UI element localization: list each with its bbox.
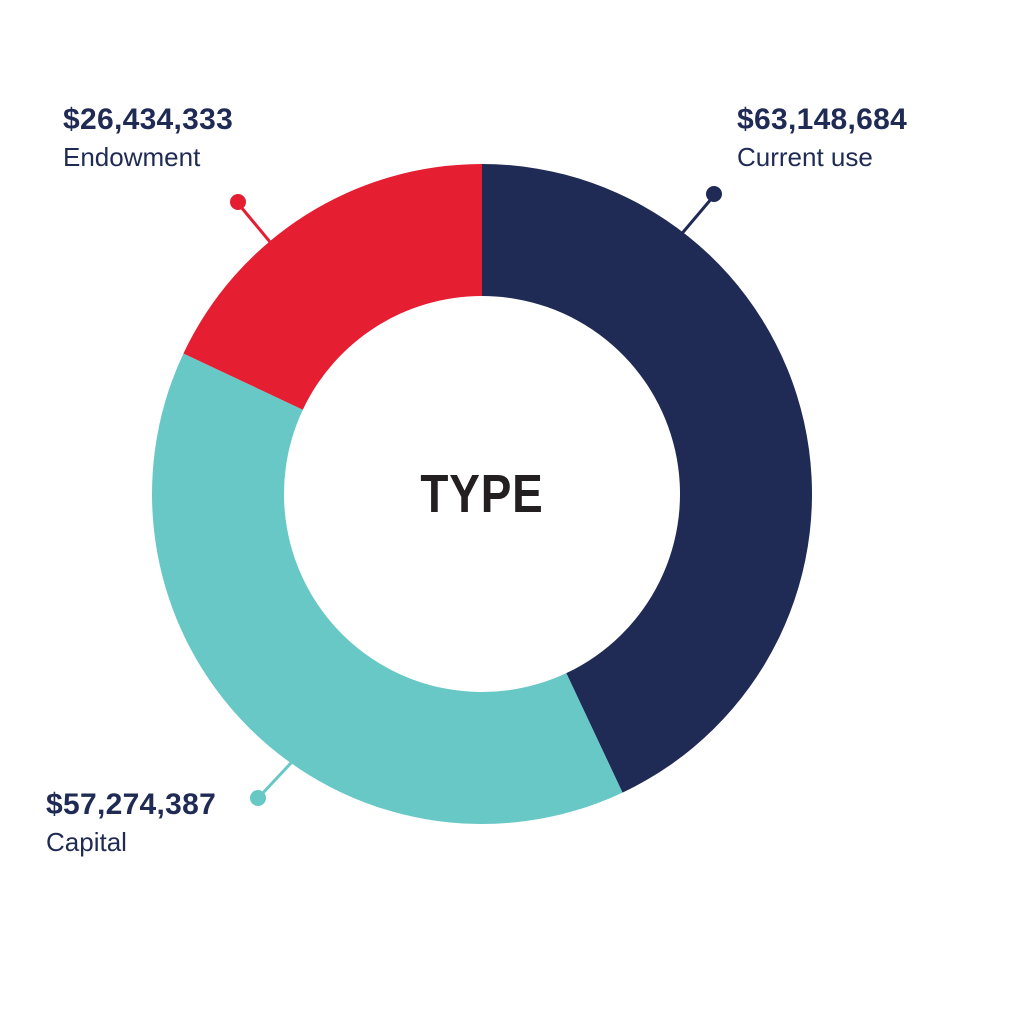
donut-segment-endowment xyxy=(183,164,482,410)
leader-line-endowment xyxy=(230,194,287,262)
leader-line-capital xyxy=(250,746,307,806)
callout-current-use-label: Current use xyxy=(737,141,873,172)
chart-center-label: TYPE xyxy=(420,464,544,524)
callout-endowment: $26,434,333 Endowment xyxy=(63,103,233,172)
leader-line-current-use xyxy=(666,186,722,252)
leader-dot-endowment xyxy=(230,194,246,210)
callout-current-use-value: $63,148,684 xyxy=(737,103,908,136)
callout-capital-label: Capital xyxy=(46,826,127,857)
callout-capital-value: $57,274,387 xyxy=(46,788,217,821)
donut-segment-current-use xyxy=(482,164,812,793)
callout-endowment-value: $26,434,333 xyxy=(63,103,234,136)
donut-segment-capital xyxy=(152,353,623,824)
leader-dot-capital xyxy=(250,790,266,806)
callout-endowment-label: Endowment xyxy=(63,141,201,172)
callout-current-use: $63,148,684 Current use xyxy=(737,103,907,172)
callout-capital: $57,274,387 Capital xyxy=(46,788,216,857)
leader-dot-current-use xyxy=(706,186,722,202)
